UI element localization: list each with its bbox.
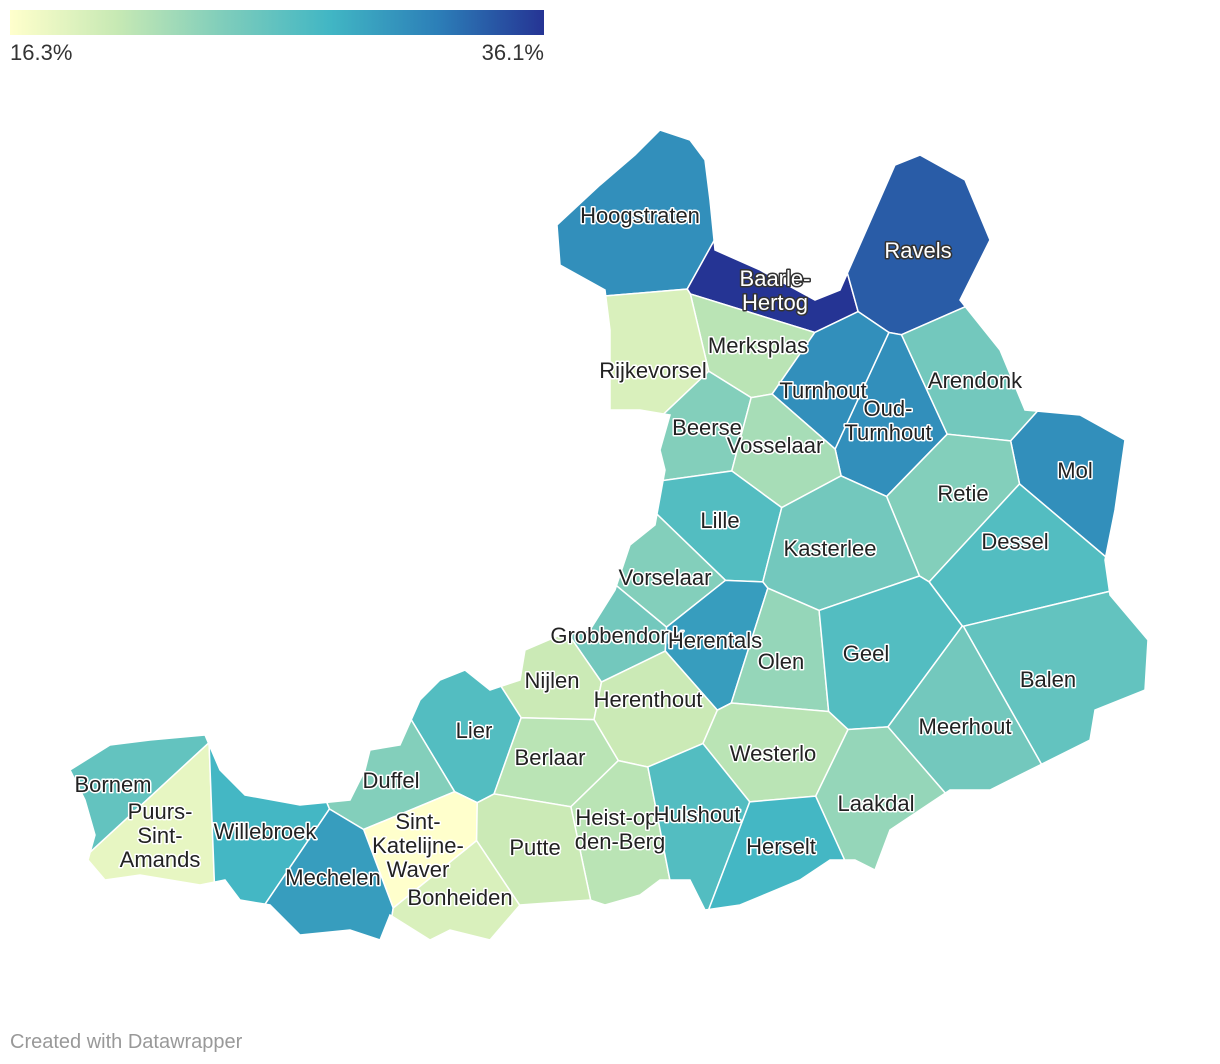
region-label: Sint- bbox=[395, 809, 440, 834]
region-label: Lier bbox=[456, 718, 493, 743]
region-label: Oud- bbox=[864, 396, 913, 421]
region bbox=[707, 795, 846, 911]
legend-min: 16.3% bbox=[10, 40, 72, 65]
region-label: Heist-op- bbox=[575, 805, 664, 830]
region-label: Turnhout bbox=[844, 420, 931, 445]
region-label: Dessel bbox=[981, 529, 1048, 554]
region-label: Lille bbox=[700, 508, 739, 533]
legend-max: 36.1% bbox=[482, 40, 544, 65]
footer: Created with Datawrapper bbox=[10, 1031, 243, 1053]
region-label: Baarle- bbox=[740, 266, 811, 291]
region-label: Turnhout bbox=[779, 378, 866, 403]
region-label: Katelijne- bbox=[372, 833, 464, 858]
region-label: Herselt bbox=[746, 834, 816, 859]
region-label: Amands bbox=[120, 847, 201, 872]
region-label: Waver bbox=[387, 857, 450, 882]
region bbox=[87, 741, 216, 886]
region bbox=[263, 808, 394, 941]
region-label: Vosselaar bbox=[727, 433, 824, 458]
region-label: Mol bbox=[1057, 458, 1092, 483]
legend-bar bbox=[10, 10, 544, 35]
region-label: Berlaar bbox=[515, 745, 586, 770]
region-label: Willebroek bbox=[214, 819, 318, 844]
region-label: Grobbendonk bbox=[550, 623, 684, 648]
region-label: Herentals bbox=[668, 628, 762, 653]
region-label: Rijkevorsel bbox=[599, 358, 707, 383]
region-label: Hertog bbox=[742, 290, 808, 315]
region-label: Arendonk bbox=[928, 368, 1023, 393]
region-label: Ravels bbox=[884, 238, 951, 263]
region-label: Geel bbox=[843, 641, 889, 666]
region-label: Putte bbox=[509, 835, 560, 860]
region-label: Westerlo bbox=[730, 741, 816, 766]
region-label: Puurs- bbox=[128, 799, 193, 824]
region bbox=[208, 744, 331, 905]
labels: HoogstratenBaarle-HertogRavelsMerksplasR… bbox=[73, 202, 1094, 912]
region-label: Herenthout bbox=[594, 687, 703, 712]
region-label: Vorselaar bbox=[619, 565, 712, 590]
region bbox=[556, 129, 715, 297]
region-label: Kasterlee bbox=[784, 536, 877, 561]
region-label: Nijlen bbox=[524, 668, 579, 693]
region-label: Meerhout bbox=[919, 714, 1012, 739]
region-label: den-Berg bbox=[575, 829, 666, 854]
region-label: Hulshout bbox=[654, 802, 741, 827]
region-label: Olen bbox=[758, 649, 804, 674]
region-label: Hoogstraten bbox=[580, 203, 700, 228]
region-label: Beerse bbox=[672, 415, 742, 440]
region-label: Retie bbox=[937, 481, 988, 506]
region bbox=[69, 734, 210, 855]
region-label: Laakdal bbox=[837, 791, 914, 816]
region-label: Mechelen bbox=[285, 865, 380, 890]
region-label: Sint- bbox=[137, 823, 182, 848]
region bbox=[391, 839, 521, 941]
region bbox=[596, 288, 710, 478]
regions bbox=[69, 129, 1149, 941]
region-label: Merksplas bbox=[708, 333, 808, 358]
region-label: Bonheiden bbox=[407, 885, 512, 910]
region-label: Bornem bbox=[74, 772, 151, 797]
region-label: Duffel bbox=[362, 768, 419, 793]
region-label: Balen bbox=[1020, 667, 1076, 692]
